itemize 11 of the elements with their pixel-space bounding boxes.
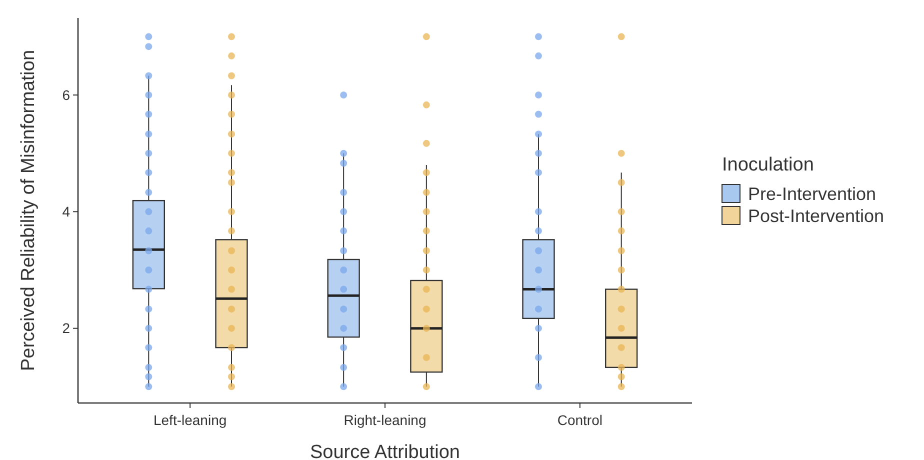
x-tick-label: Left-leaning [153,412,227,428]
y-tick-label: 6 [62,86,70,103]
x-tick-label: Control [557,412,602,428]
x-axis-title: Source Attribution [310,442,460,460]
x-tick-label: Right-leaning [344,412,426,428]
legend-label: Post-Intervention [748,206,884,226]
legend-title: Inoculation [722,154,814,176]
y-axis-title: Perceived Reliability of Misinformation [18,50,39,372]
legend-label: Pre-Intervention [748,184,876,204]
y-tick-label: 2 [62,320,70,336]
y-tick-label: 4 [62,204,70,220]
